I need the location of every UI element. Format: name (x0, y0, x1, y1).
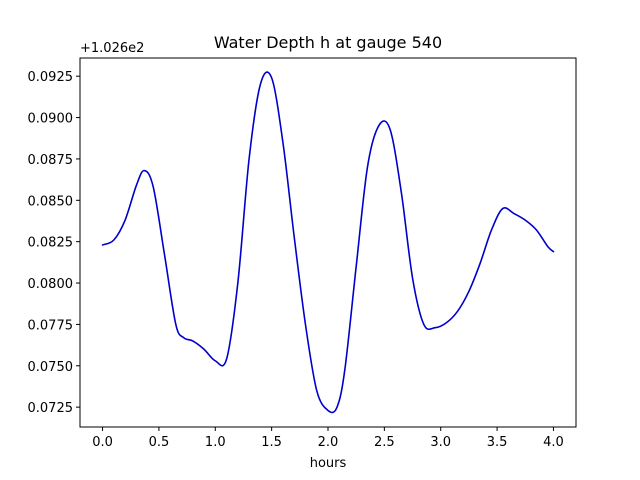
x-tick-label: 4.0 (543, 435, 564, 450)
y-tick-label: 0.0925 (28, 70, 74, 85)
x-tick-label: 3.5 (487, 435, 508, 450)
y-tick-label: 0.0775 (28, 318, 74, 333)
x-tick-label: 1.0 (205, 435, 226, 450)
x-axis: 0.0 0.5 1.0 1.5 2.0 2.5 3.0 3.5 4.0 (92, 427, 564, 450)
y-tick-label: 0.0850 (28, 194, 74, 209)
y-tick-label: 0.0825 (28, 236, 74, 251)
x-axis-label: hours (310, 456, 347, 471)
plot-area: 0.0 0.5 1.0 1.5 2.0 2.5 3.0 3.5 4.0 0.0725 0.0750… (28, 57, 577, 450)
x-tick-label: 2.0 (318, 435, 339, 450)
x-tick-label: 3.0 (430, 435, 451, 450)
y-tick-label: 0.0900 (28, 112, 74, 127)
y-tick-label: 0.0800 (28, 277, 74, 292)
y-offset-label: +1.026e2 (80, 41, 144, 56)
x-tick-label: 0.0 (92, 435, 113, 450)
y-axis: 0.0725 0.0750 0.0775 0.0800 0.0825 0.0850 0.08… (28, 70, 80, 416)
y-tick-label: 0.0875 (28, 153, 74, 168)
x-tick-label: 2.5 (374, 435, 395, 450)
x-tick-label: 1.5 (261, 435, 282, 450)
x-tick-label: 0.5 (149, 435, 170, 450)
series-line (101, 71, 555, 414)
y-tick-label: 0.0750 (28, 360, 74, 375)
chart-title: Water Depth h at gauge 540 (214, 33, 442, 52)
y-tick-label: 0.0725 (28, 401, 74, 416)
